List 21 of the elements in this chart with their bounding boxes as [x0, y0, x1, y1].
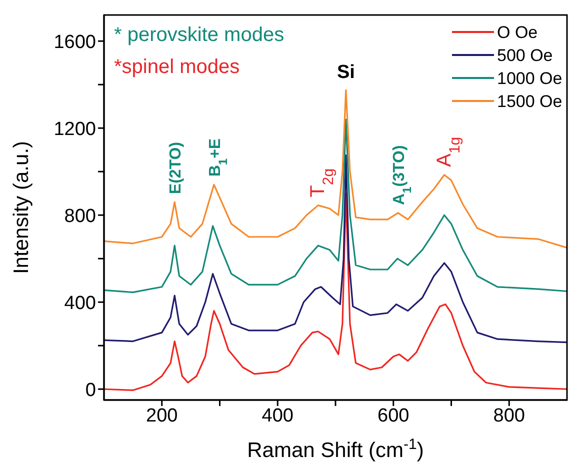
legend-label: 1500 Oe — [497, 92, 562, 111]
annotation: E(2TO) — [168, 142, 185, 194]
y-tick-label: 0 — [85, 380, 96, 401]
y-tick-label: 400 — [64, 292, 96, 314]
annotation: * perovskite modes — [114, 24, 284, 46]
x-tick-label: 400 — [262, 405, 294, 426]
legend-label: O Oe — [497, 23, 538, 42]
y-axis-title: Intensity (a.u.) — [10, 140, 33, 274]
line-series — [104, 118, 567, 294]
legend-label: 500 Oe — [497, 46, 553, 65]
y-tick-label: 800 — [64, 206, 96, 227]
annotation: Si — [336, 62, 355, 84]
x-tick-label: 800 — [493, 405, 525, 426]
annotation: *spinel modes — [114, 56, 240, 78]
y-tick-label: 1600 — [54, 32, 96, 53]
legend-label: 1000 Oe — [497, 69, 562, 88]
line-series — [104, 89, 567, 249]
x-axis-title: Raman Shift (cm$^{-1}$) — [247, 436, 424, 462]
y-tick-label: 1200 — [54, 118, 96, 140]
x-tick-label: 600 — [378, 405, 410, 426]
x-tick-label: 200 — [146, 405, 178, 426]
